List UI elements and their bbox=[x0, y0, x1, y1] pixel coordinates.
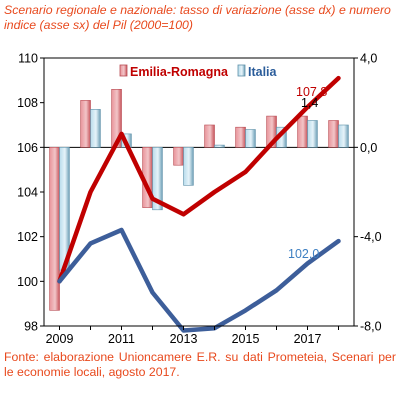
x-tick-label-2009: 2009 bbox=[46, 332, 74, 346]
x-tick-label-2017: 2017 bbox=[294, 332, 322, 346]
annotation-rate-value: 1,4 bbox=[301, 96, 318, 110]
bar-emilia-romagna-2018 bbox=[328, 120, 339, 148]
bar-italia-2013 bbox=[183, 147, 194, 186]
x-tick-label-2011: 2011 bbox=[108, 332, 135, 346]
right-tick-label--4,0: -4,0 bbox=[360, 230, 382, 244]
bar-italia-2014 bbox=[214, 144, 225, 148]
line-emilia-romagna-index bbox=[57, 75, 341, 284]
left-tick-label-100: 100 bbox=[17, 275, 38, 289]
legend-label-emilia-romagna: Emilia-Romagna bbox=[130, 65, 229, 79]
bar-italia-2015 bbox=[245, 129, 256, 148]
left-tick-label-108: 108 bbox=[17, 96, 38, 110]
legend-swatch-italia bbox=[237, 64, 246, 77]
legend-label-italia: Italia bbox=[248, 65, 278, 79]
left-tick-label-110: 110 bbox=[18, 52, 38, 66]
left-tick-label-104: 104 bbox=[17, 186, 38, 200]
bar-italia-2012 bbox=[152, 147, 163, 211]
chart-source: Fonte: elaborazione Unioncamere E.R. su … bbox=[4, 350, 396, 379]
bar-italia-2018 bbox=[338, 124, 349, 148]
bar-emilia-romagna-2009 bbox=[49, 147, 60, 311]
annotation-italia-value: 102,0 bbox=[288, 247, 319, 261]
legend-swatch-emilia-romagna bbox=[119, 64, 128, 77]
right-tick-label-4,0: 4,0 bbox=[360, 52, 377, 66]
line-italia-index bbox=[57, 227, 341, 333]
bar-emilia-romagna-2010 bbox=[80, 100, 91, 148]
bar-emilia-romagna-2014 bbox=[204, 124, 215, 148]
x-tick-label-2013: 2013 bbox=[170, 332, 198, 346]
left-tick-label-106: 106 bbox=[17, 141, 38, 155]
bar-italia-2010 bbox=[90, 109, 101, 148]
bar-emilia-romagna-2017 bbox=[297, 115, 308, 148]
bar-emilia-romagna-2013 bbox=[173, 147, 184, 166]
left-tick-label-98: 98 bbox=[24, 320, 38, 334]
left-tick-label-102: 102 bbox=[17, 230, 38, 244]
right-tick-label--8,0: -8,0 bbox=[360, 320, 382, 334]
chart-title: Scenario regionale e nazionale: tasso di… bbox=[4, 3, 391, 32]
annotation-emilia-romagna-value: 107,8 bbox=[296, 85, 327, 99]
bar-emilia-romagna-2015 bbox=[235, 126, 246, 148]
bar-italia-2017 bbox=[307, 120, 318, 148]
x-tick-label-2015: 2015 bbox=[232, 332, 260, 346]
right-tick-label-0,0: 0,0 bbox=[360, 141, 377, 155]
